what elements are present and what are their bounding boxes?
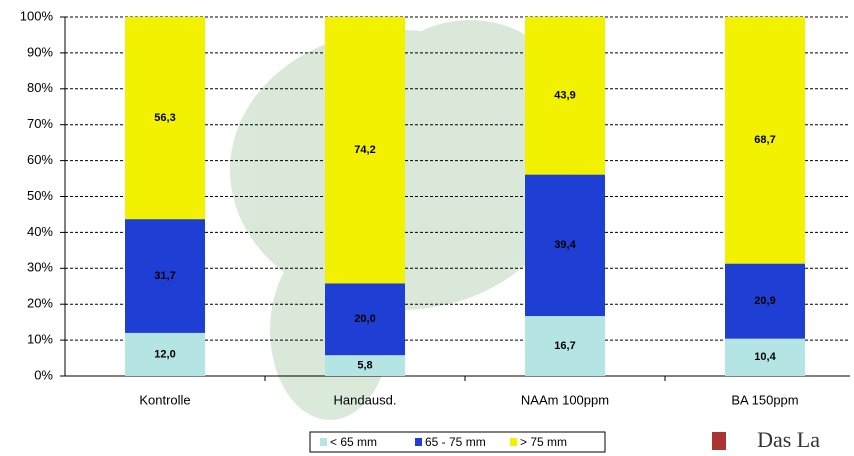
bar-segment bbox=[125, 332, 205, 376]
y-tick-label: 40% bbox=[27, 224, 53, 239]
value-label: 20,9 bbox=[754, 295, 775, 307]
value-label: 20,0 bbox=[354, 313, 375, 325]
bar-segment bbox=[125, 17, 205, 220]
value-label: 5,8 bbox=[357, 359, 372, 371]
bar-segment bbox=[725, 263, 805, 339]
bar-segment bbox=[325, 283, 405, 356]
value-label: 68,7 bbox=[754, 134, 775, 146]
x-tick-label: Handausd. bbox=[334, 392, 397, 407]
bar-segment bbox=[325, 17, 405, 284]
y-tick-label: 80% bbox=[27, 80, 53, 95]
bar-segment bbox=[525, 17, 605, 175]
legend-box bbox=[309, 431, 606, 453]
logo-icon bbox=[712, 432, 726, 450]
legend-swatch bbox=[510, 438, 517, 446]
y-tick-label: 60% bbox=[27, 152, 53, 167]
value-label: 12,0 bbox=[154, 348, 175, 360]
legend-swatch bbox=[320, 438, 327, 446]
x-tick-label: BA 150ppm bbox=[731, 392, 798, 407]
bar-segment bbox=[325, 355, 405, 376]
value-label: 56,3 bbox=[154, 112, 175, 124]
bar-segment bbox=[725, 17, 805, 264]
bar-segment bbox=[125, 219, 205, 333]
y-tick-label: 20% bbox=[27, 296, 53, 311]
value-label: 31,7 bbox=[154, 270, 175, 282]
value-label: 43,9 bbox=[554, 90, 575, 102]
legend-label: 65 - 75 mm bbox=[425, 435, 486, 449]
x-tick-label: Kontrolle bbox=[139, 392, 190, 407]
legend-label: > 75 mm bbox=[520, 435, 567, 449]
value-label: 16,7 bbox=[554, 340, 575, 352]
legend-swatch bbox=[415, 438, 422, 446]
value-label: 74,2 bbox=[354, 144, 375, 156]
value-label: 39,4 bbox=[554, 239, 576, 251]
bar-segment bbox=[525, 316, 605, 376]
y-tick-label: 0% bbox=[34, 367, 53, 382]
x-tick-label: NAAm 100ppm bbox=[521, 392, 609, 407]
logo-text: Das La bbox=[757, 427, 820, 452]
legend-label: < 65 mm bbox=[330, 435, 377, 449]
bar-segment bbox=[725, 338, 805, 376]
y-tick-label: 70% bbox=[27, 116, 53, 131]
y-tick-label: 90% bbox=[27, 44, 53, 59]
y-tick-label: 100% bbox=[20, 8, 54, 23]
value-label: 10,4 bbox=[754, 351, 776, 363]
y-tick-label: 30% bbox=[27, 260, 53, 275]
y-tick-label: 50% bbox=[27, 188, 53, 203]
y-tick-label: 10% bbox=[27, 332, 53, 347]
bar-segment bbox=[525, 174, 605, 317]
